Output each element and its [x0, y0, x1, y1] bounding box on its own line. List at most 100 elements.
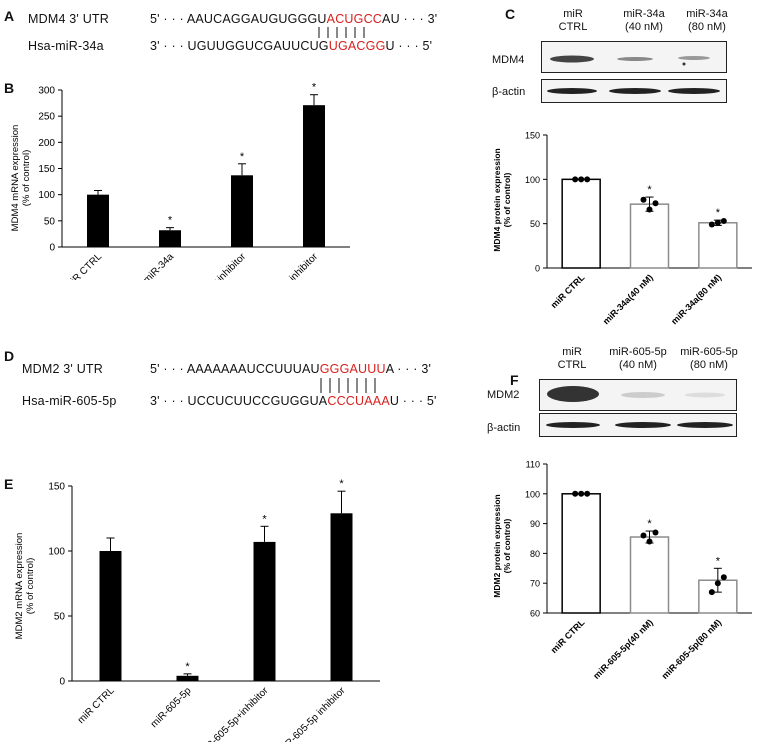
y-tick-label: 0 [49, 243, 55, 254]
x-tick-label: miR-605-5p [149, 685, 194, 730]
significance-marker: * [647, 518, 652, 530]
bar [99, 551, 122, 681]
x-tick-label: miR-605-5p(40 nM) [591, 617, 655, 681]
y-tick-label: 150 [525, 131, 540, 141]
y-tick-label: 50 [44, 216, 56, 227]
data-point [708, 221, 715, 228]
y-tick-label: 300 [38, 86, 55, 97]
mdm4-utr-label: MDM4 3' UTR [28, 12, 109, 26]
western-blot-actin [541, 79, 727, 103]
lane-label-ctrl: miR CTRL [558, 8, 588, 33]
chart-c: 0 50 100 150 MDM4 protein expression(% of co… [492, 131, 752, 326]
data-point [578, 176, 585, 183]
data-point [572, 176, 579, 183]
bar [561, 493, 601, 614]
y-axis-label: MDM2 protein expression(% of control) [492, 494, 512, 597]
bar [231, 175, 253, 247]
data-point [708, 589, 715, 596]
seed-match: ACUGCC [326, 12, 383, 26]
seq-plain: AAAAAAAUCCUUUAU [186, 362, 320, 376]
y-tick-label: 0 [535, 264, 540, 274]
bar [303, 105, 325, 247]
seq-prefix: 5' · · · [150, 362, 187, 376]
blot-bands [547, 386, 725, 402]
y-tick-label: 80 [530, 549, 540, 559]
panel-label-c: C [505, 6, 516, 22]
y-tick-label: 50 [530, 219, 540, 229]
seq-tail: A · · · 3' [385, 362, 432, 376]
x-tick-label: miR CTRL [549, 272, 587, 310]
mir34a-label: Hsa-miR-34a [28, 39, 104, 53]
seed-match: GGGAUUU [319, 362, 386, 376]
seq-prefix: 5' · · · [150, 12, 187, 26]
blot-row-label-mdm2: MDM2 [487, 389, 520, 401]
significance-marker: * [262, 513, 267, 525]
significance-marker: * [185, 661, 190, 673]
y-axis-label: MDM4 mRNA expression(% of control) [10, 125, 32, 232]
x-tick-label: miR CTRL [63, 251, 104, 280]
western-blot-mdm4 [541, 41, 727, 73]
panel-label-e: E [4, 476, 14, 492]
bar [629, 203, 670, 269]
panel-label-a: A [4, 8, 15, 24]
x-tick-label: miR-34a(80 nM) [669, 272, 723, 326]
y-tick-label: 70 [530, 579, 540, 589]
y-tick-label: 110 [526, 460, 540, 470]
bar [87, 194, 109, 247]
y-tick-label: 200 [38, 138, 55, 149]
lane-label-80nm: miR-605-5p (80 nM) [680, 346, 738, 371]
significance-marker: * [240, 151, 245, 163]
seq-tail: U · · · 5' [385, 39, 433, 53]
data-point [578, 490, 585, 497]
chart-b: 0 50 100 150 200 250 300 MDM4 mRNA expression(%… [10, 82, 350, 280]
data-point [714, 219, 721, 226]
x-tick-label: miR CTRL [76, 685, 117, 726]
bar [561, 178, 601, 269]
y-tick-label: 90 [530, 519, 540, 529]
x-tick-label: miR-605-5p+inhibitor [197, 685, 271, 742]
x-tick-label: miR CTRL [549, 617, 587, 655]
y-tick-label: 150 [48, 482, 65, 493]
data-point [640, 196, 647, 203]
western-blot-mdm2 [539, 379, 737, 411]
significance-marker: * [716, 207, 721, 219]
bar [698, 222, 738, 269]
x-tick-label: miR-605-5p(80 nM) [660, 617, 724, 681]
data-point [584, 490, 591, 497]
seq-plain: AAUCAGGAUGUGGGU [186, 12, 327, 26]
bar [159, 230, 181, 247]
panel-label-d: D [4, 348, 15, 364]
data-point [640, 532, 647, 539]
y-axis-label: MDM2 mRNA expression(% of control) [14, 533, 36, 640]
mdm2-utr-label: MDM2 3' UTR [22, 362, 103, 376]
bar [176, 675, 199, 681]
panel-label-b: B [4, 80, 15, 96]
panel-label-f: F [510, 372, 519, 388]
data-point [714, 580, 721, 587]
significance-marker: * [312, 82, 317, 94]
lane-label-40nm: miR-34a (40 nM) [623, 8, 665, 33]
seq-tail: U · · · 5' [389, 394, 437, 408]
data-point [652, 200, 659, 207]
x-tick-label: miR-34a(40 nM) [601, 272, 655, 326]
y-tick-label: 0 [59, 677, 65, 688]
y-tick-label: 150 [38, 164, 55, 175]
blot-row-label-actin: β-actin [487, 422, 521, 434]
y-axis-label: MDM4 protein expression(% of control) [492, 148, 512, 251]
x-tick-label: miR-605-5p inhibitor [276, 685, 348, 742]
x-tick-label: miR-34a [142, 251, 177, 280]
pairing-lines-d [320, 378, 376, 393]
significance-marker: * [716, 555, 721, 567]
significance-marker: * [168, 215, 173, 227]
data-point [584, 176, 591, 183]
seq-plain: UCCUCUUCCGUGGUA [187, 394, 328, 408]
lane-label-80nm: miR-34a (80 nM) [686, 8, 728, 33]
data-point [646, 206, 653, 213]
blot-row-label-actin: β-actin [492, 86, 526, 98]
mir605-sequence: 3' · · · UCCUCUUCCGUGGUACCCUAAAU · · · 5… [150, 394, 437, 408]
data-point [646, 538, 653, 545]
y-tick-label: 100 [48, 547, 65, 558]
chart-e: 0 50 100 150 MDM2 mRNA expression(% of contr… [14, 478, 380, 742]
mdm4-utr-sequence: 5' · · · AAUCAGGAUGUGGGUACUGCCAU · · · 3… [150, 12, 437, 26]
mir34a-sequence: 3' · · · UGUUGGUCGAUUCUGUGACGGU · · · 5' [150, 39, 432, 53]
